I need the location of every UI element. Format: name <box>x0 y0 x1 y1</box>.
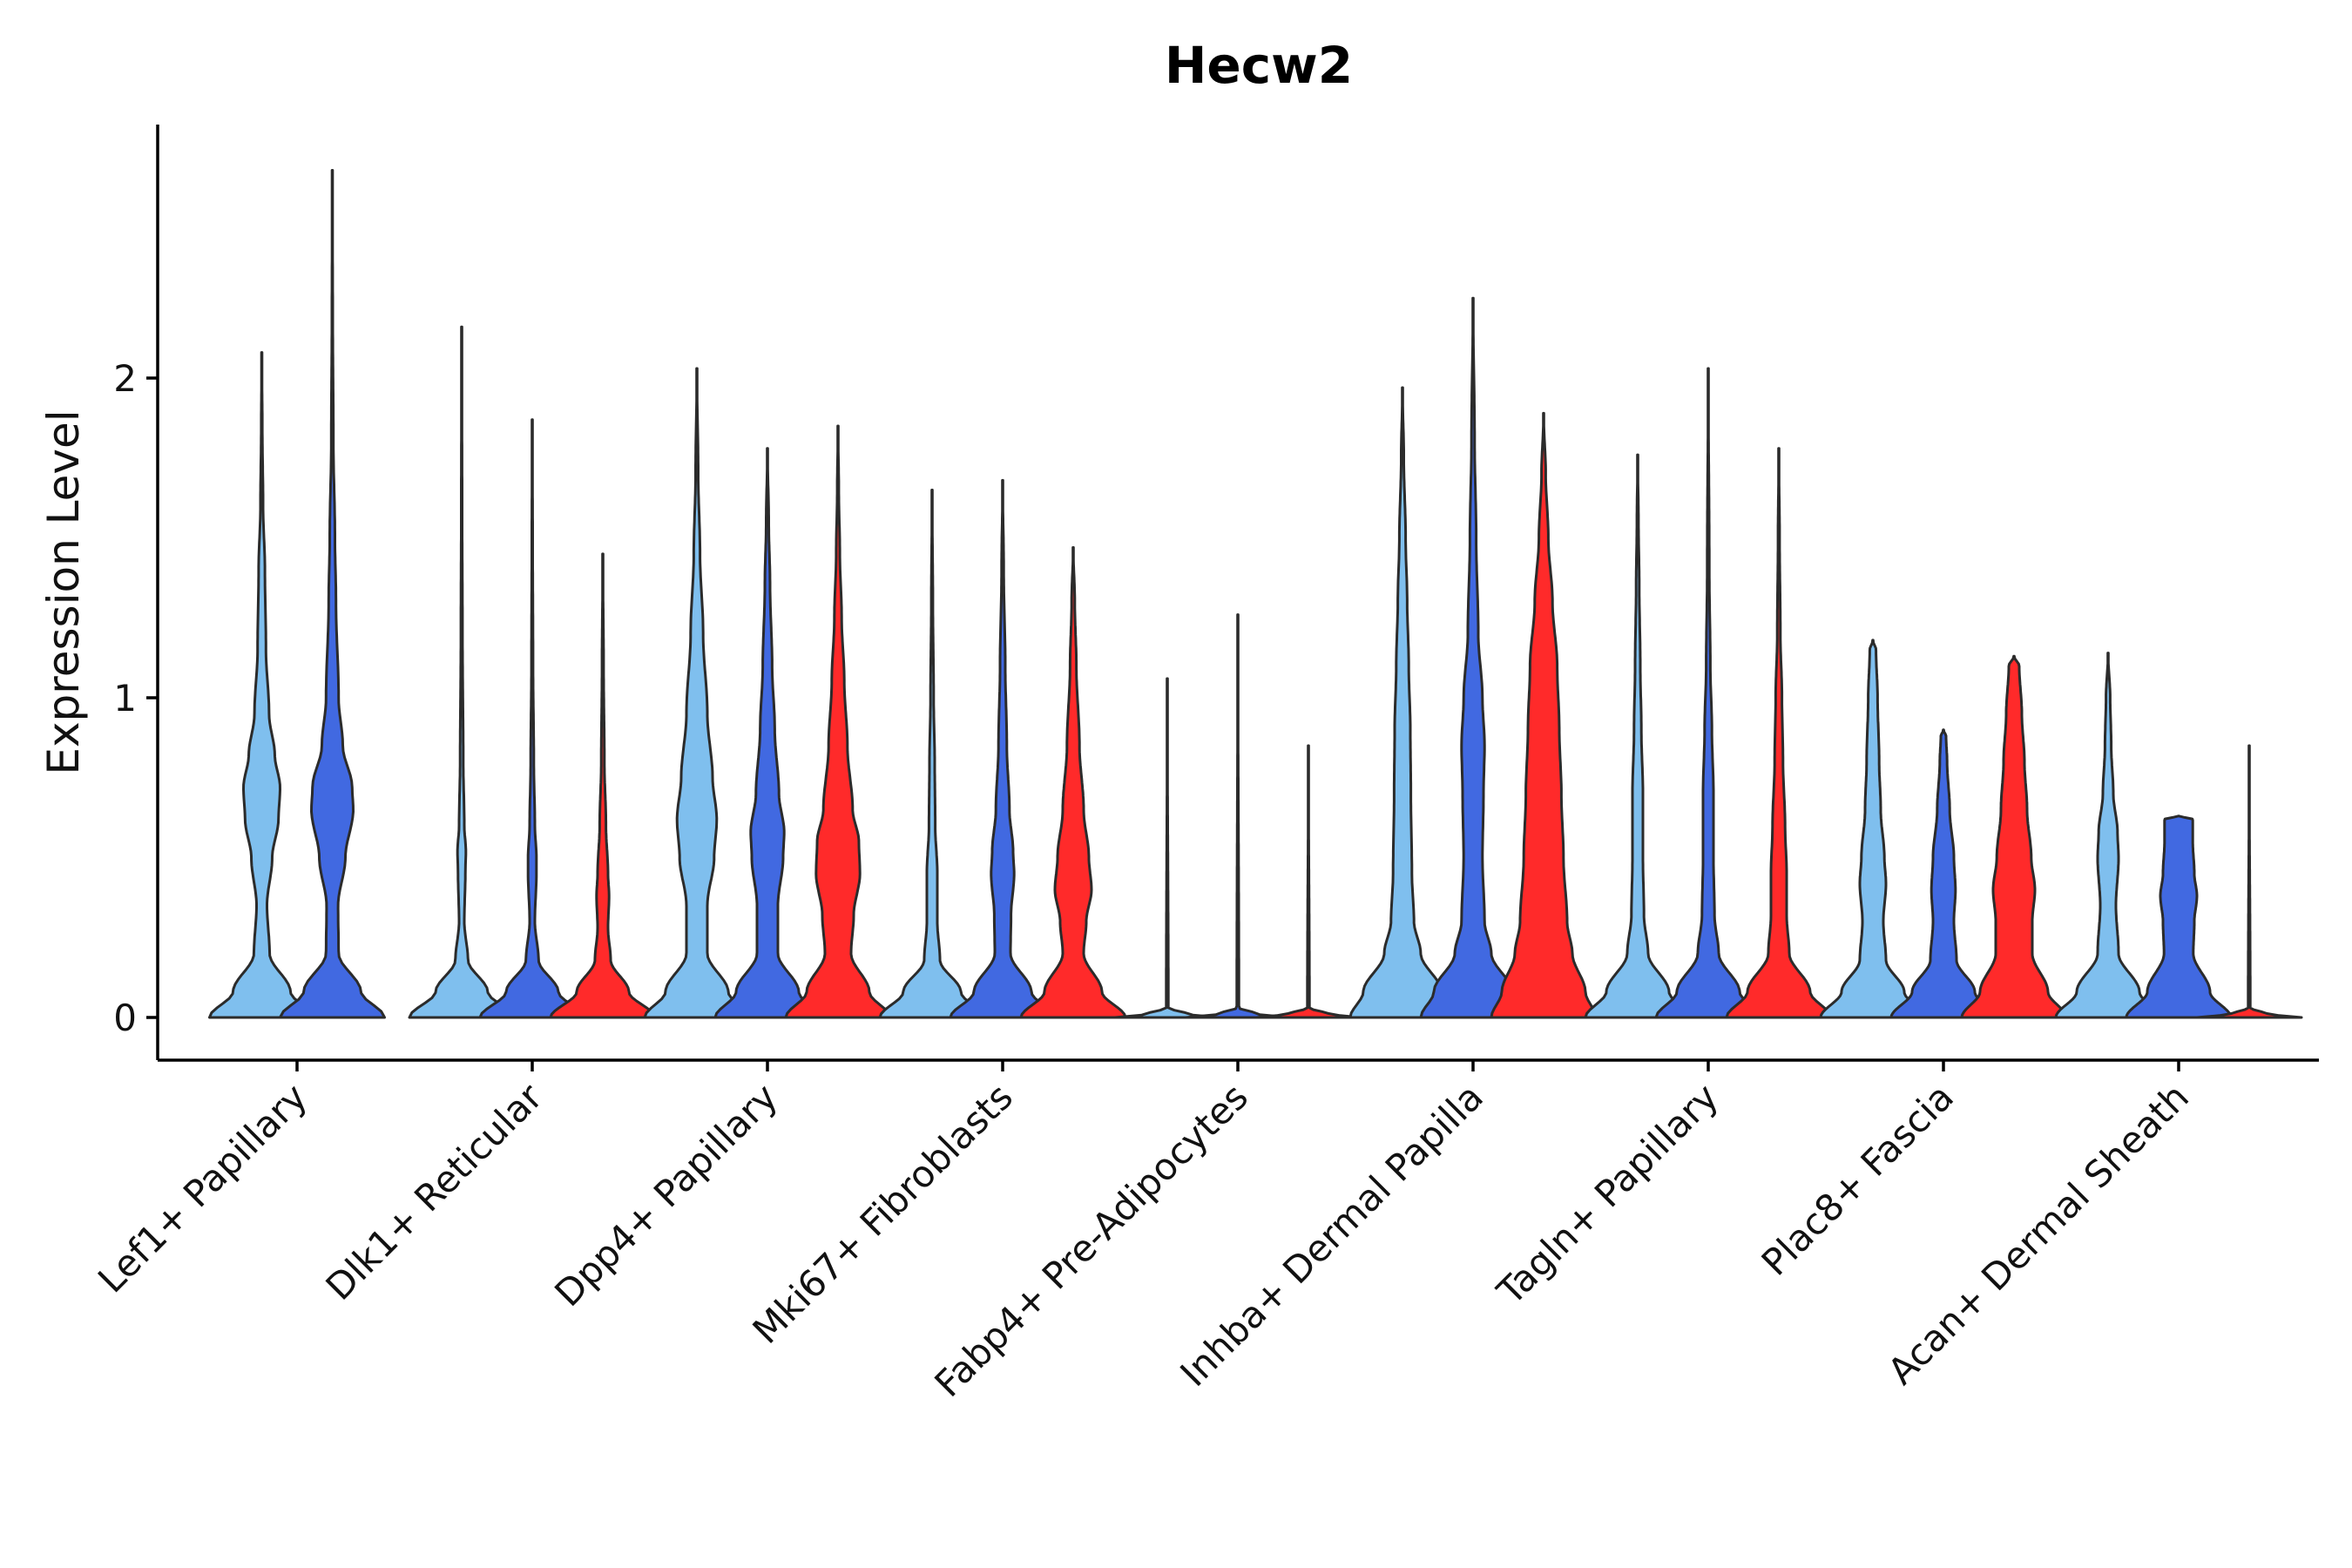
violin-lef1-papillary-1 <box>279 169 386 1019</box>
violin-inhba-dermal-papilla-2 <box>1490 411 1598 1019</box>
violin-mki67-fibroblasts-0 <box>878 489 986 1019</box>
violin-mki67-fibroblasts-2 <box>1019 546 1127 1019</box>
x-tick-label: Lef1+ Papillary <box>90 1075 315 1301</box>
violin-fabp4-pre-adipocytes-1 <box>1184 613 1292 1019</box>
chart-title: Hecw2 <box>1165 36 1353 95</box>
violin-group-layer <box>208 169 2303 1019</box>
violin-plac8-fascia-2 <box>1960 654 2068 1019</box>
violin-fabp4-pre-adipocytes-2 <box>1254 744 1362 1019</box>
violin-mki67-fibroblasts-1 <box>949 478 1057 1019</box>
violin-acan-dermal-sheath-0 <box>2054 652 2162 1019</box>
x-tick-label: Tagln+ Papillary <box>1489 1075 1727 1313</box>
y-axis-label: Expression Level <box>38 409 89 774</box>
violin-inhba-dermal-papilla-0 <box>1348 386 1456 1019</box>
violin-fabp4-pre-adipocytes-0 <box>1113 677 1221 1019</box>
y-tick-label: 0 <box>113 997 137 1039</box>
violin-dlk1-reticular-0 <box>408 325 516 1019</box>
y-tick-label: 2 <box>113 357 137 400</box>
violin-inhba-dermal-papilla-1 <box>1419 296 1527 1019</box>
violin-dpp4-papillary-1 <box>713 447 821 1019</box>
violin-dlk1-reticular-1 <box>478 418 586 1019</box>
x-tick-label: Dpp4+ Papillary <box>546 1075 786 1315</box>
violin-tagln-papillary-1 <box>1654 367 1762 1019</box>
violin-lef1-papillary-0 <box>208 351 315 1019</box>
violin-dlk1-reticular-2 <box>549 552 657 1019</box>
x-tick-label: Mki67+ Fibroblasts <box>745 1075 1021 1351</box>
violin-tagln-papillary-0 <box>1584 453 1692 1019</box>
violin-tagln-papillary-2 <box>1725 447 1833 1019</box>
x-tick-label: Dlk1+ Reticular <box>318 1075 551 1308</box>
violin-acan-dermal-sheath-2 <box>2195 744 2303 1019</box>
violin-acan-dermal-sheath-1 <box>2125 814 2233 1019</box>
violin-dpp4-papillary-0 <box>643 367 751 1019</box>
y-tick-label: 1 <box>113 677 137 720</box>
violin-dpp4-papillary-2 <box>784 424 892 1019</box>
x-tick-label: Plac8+ Fascia <box>1754 1075 1962 1283</box>
y-ticks: 0 1 2 <box>113 357 158 1039</box>
violin-plac8-fascia-0 <box>1819 639 1927 1019</box>
violin-plac8-fascia-1 <box>1889 728 1997 1019</box>
